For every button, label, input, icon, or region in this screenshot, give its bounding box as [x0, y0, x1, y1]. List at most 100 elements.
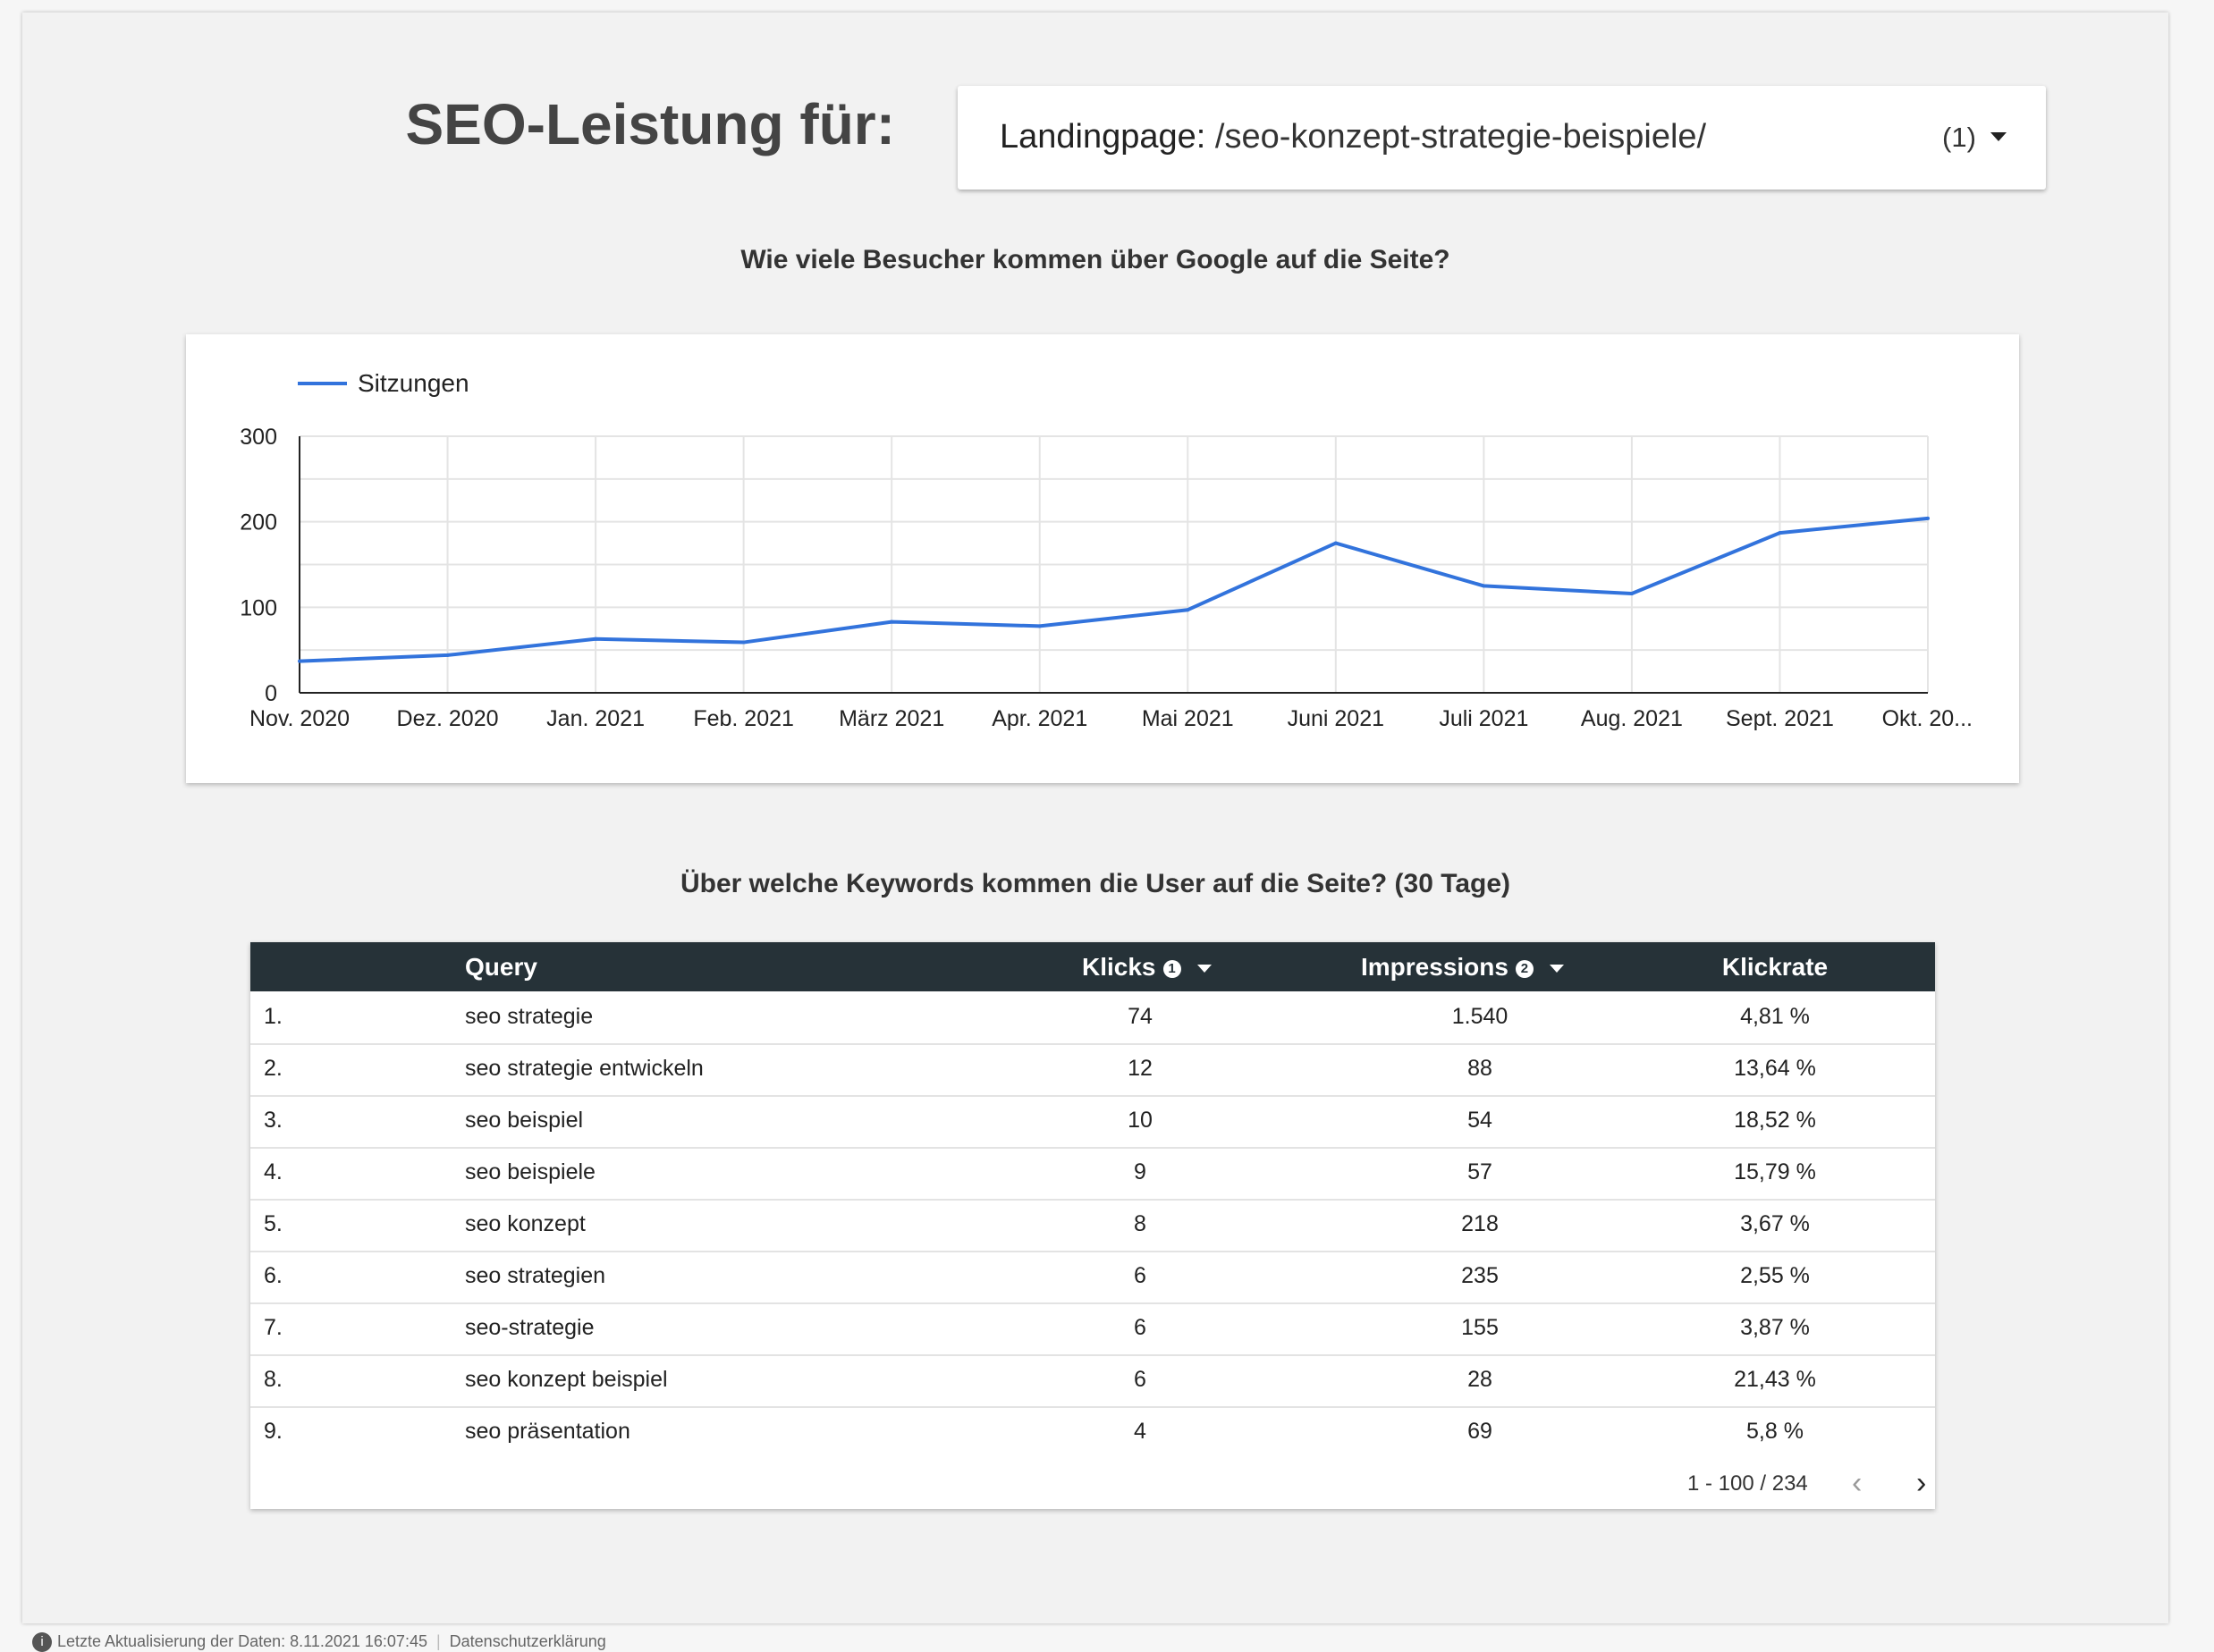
column-label: Query	[465, 953, 537, 981]
klicks-cell: 6	[1134, 1367, 1146, 1392]
impressions-cell: 57	[1467, 1159, 1492, 1184]
caret-down-icon[interactable]	[1990, 132, 2007, 141]
klicks-cell: 10	[1128, 1108, 1153, 1133]
query-cell: seo konzept	[465, 1211, 586, 1236]
data-point	[1186, 608, 1190, 612]
klicks-cell: 12	[1128, 1056, 1153, 1081]
row-index: 2.	[264, 1056, 283, 1081]
footer-separator: |	[435, 1632, 441, 1650]
table-row[interactable]: 6. seo strategien 6 235 2,55 %	[250, 1251, 1935, 1304]
x-tick-label: Juni 2021	[1288, 706, 1384, 731]
sessions-section-title: Wie viele Besucher kommen über Google au…	[740, 245, 1450, 274]
info-icon: i	[32, 1632, 52, 1652]
y-tick-label: 300	[240, 425, 277, 450]
row-index: 8.	[264, 1367, 283, 1392]
x-tick-label: Aug. 2021	[1581, 706, 1683, 731]
klicks-cell: 74	[1128, 1004, 1153, 1029]
data-point	[1926, 516, 1930, 520]
table-row[interactable]: 5. seo konzept 8 218 3,67 %	[250, 1199, 1935, 1252]
table-row[interactable]: 1. seo strategie 74 1.540 4,81 %	[250, 991, 1935, 1045]
data-point	[445, 653, 450, 657]
x-tick-label: Juli 2021	[1439, 706, 1528, 731]
column-header-impressions[interactable]: Impressions 2	[1361, 953, 1564, 982]
row-index: 4.	[264, 1159, 283, 1184]
data-point	[1482, 584, 1486, 588]
klickrate-cell: 21,43 %	[1734, 1367, 1816, 1392]
keywords-section-title: Über welche Keywords kommen die User auf…	[680, 869, 1511, 898]
column-label: Impressions	[1361, 953, 1508, 981]
x-tick-label: Sept. 2021	[1726, 706, 1834, 731]
legend-label: Sitzungen	[358, 369, 469, 397]
query-cell: seo beispiele	[465, 1159, 596, 1184]
table-row[interactable]: 7. seo-strategie 6 155 3,87 %	[250, 1302, 1935, 1356]
info-icon[interactable]: 2	[1515, 959, 1534, 978]
row-index: 5.	[264, 1211, 283, 1236]
table-header: Query Klicks 1 Impressions 2 Klickrate	[250, 942, 1935, 991]
klickrate-cell: 3,87 %	[1740, 1315, 1810, 1340]
impressions-cell: 235	[1461, 1263, 1499, 1288]
query-cell: seo strategien	[465, 1263, 606, 1288]
next-page-icon[interactable]: ›	[1916, 1466, 1927, 1500]
chart-svg: 0 100 200 300 Nov. 2020 Dez. 2020 Jan. 2021 Feb…	[240, 369, 1973, 731]
sort-descending-icon[interactable]	[1196, 965, 1212, 974]
row-index: 9.	[264, 1419, 283, 1444]
table-row[interactable]: 3. seo beispiel 10 54 18,52 %	[250, 1095, 1935, 1149]
klickrate-cell: 5,8 %	[1746, 1419, 1804, 1444]
footer: i Letzte Aktualisierung der Daten: 8.11.2…	[32, 1632, 606, 1652]
data-point	[741, 640, 746, 645]
data-point	[1778, 531, 1782, 535]
info-icon[interactable]: 1	[1162, 959, 1181, 978]
page-title: SEO-Leistung für:	[405, 92, 895, 156]
row-index: 3.	[264, 1108, 283, 1133]
y-tick-label: 100	[240, 595, 277, 620]
column-label: Klickrate	[1721, 953, 1829, 981]
impressions-cell: 155	[1461, 1315, 1499, 1340]
last-update-text: Letzte Aktualisierung der Daten: 8.11.20…	[57, 1632, 427, 1650]
column-header-query[interactable]: Query	[465, 953, 537, 982]
table-row[interactable]: 8. seo konzept beispiel 6 28 21,43 %	[250, 1354, 1935, 1408]
query-cell: seo beispiel	[465, 1108, 584, 1133]
query-cell: seo präsentation	[465, 1419, 630, 1444]
previous-page-icon[interactable]: ‹	[1852, 1466, 1863, 1500]
klickrate-cell: 18,52 %	[1734, 1108, 1816, 1133]
impressions-cell: 28	[1467, 1367, 1492, 1392]
column-header-klickrate[interactable]: Klickrate	[1663, 953, 1887, 982]
klicks-cell: 9	[1134, 1159, 1146, 1184]
table-row[interactable]: 9. seo präsentation 4 69 5,8 %	[250, 1406, 1935, 1458]
row-index: 1.	[264, 1004, 283, 1029]
data-point	[890, 620, 894, 624]
landingpage-filter-dropdown[interactable]: Landingpage: /seo-konzept-strategie-beis…	[958, 86, 2046, 190]
klickrate-cell: 2,55 %	[1740, 1263, 1810, 1288]
sessions-line-chart: 0 100 200 300 Nov. 2020 Dez. 2020 Jan. 2021 Feb…	[186, 334, 2019, 783]
report-page: SEO-Leistung für: Landingpage: /seo-konz…	[22, 13, 2168, 1623]
data-point	[1037, 624, 1042, 628]
klickrate-cell: 3,67 %	[1740, 1211, 1810, 1236]
filter-selection-count: (1)	[1942, 122, 1976, 153]
query-cell: seo strategie entwickeln	[465, 1056, 704, 1081]
y-tick-label: 200	[240, 510, 277, 535]
impressions-cell: 88	[1467, 1056, 1492, 1081]
x-tick-label: Dez. 2020	[397, 706, 499, 731]
klicks-cell: 8	[1134, 1211, 1146, 1236]
data-point	[1333, 541, 1338, 545]
sort-descending-icon[interactable]	[1549, 965, 1564, 974]
data-point	[298, 659, 301, 663]
data-point	[594, 636, 598, 641]
impressions-cell: 69	[1467, 1419, 1492, 1444]
filter-text: Landingpage: /seo-konzept-strategie-beis…	[1000, 118, 1706, 156]
x-tick-label: Okt. 20...	[1882, 706, 1973, 731]
filter-value: /seo-konzept-strategie-beispiele/	[1214, 118, 1707, 156]
table-row[interactable]: 2. seo strategie entwickeln 12 88 13,64 %	[250, 1043, 1935, 1097]
privacy-link[interactable]: Datenschutzerklärung	[449, 1632, 606, 1650]
query-cell: seo konzept beispiel	[465, 1367, 668, 1392]
klickrate-cell: 13,64 %	[1734, 1056, 1816, 1081]
keywords-table: Query Klicks 1 Impressions 2 Klickrate 1. s…	[250, 942, 1935, 1509]
y-tick-label: 0	[265, 681, 277, 706]
filter-label: Landingpage:	[1000, 118, 1206, 156]
x-tick-label: Apr. 2021	[992, 706, 1087, 731]
column-header-klicks[interactable]: Klicks 1	[1082, 953, 1212, 982]
klicks-cell: 4	[1134, 1419, 1146, 1444]
table-row[interactable]: 4. seo beispiele 9 57 15,79 %	[250, 1147, 1935, 1201]
impressions-cell: 218	[1461, 1211, 1499, 1236]
x-tick-label: Feb. 2021	[693, 706, 794, 731]
